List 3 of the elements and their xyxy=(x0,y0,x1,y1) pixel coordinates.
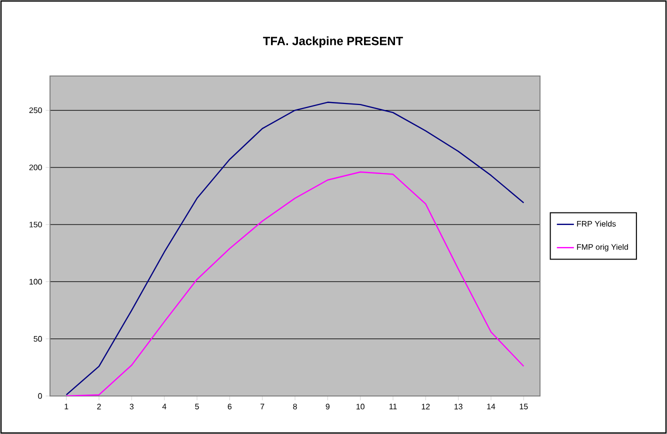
chart-title: TFA. Jackpine PRESENT xyxy=(263,36,403,48)
line-series xyxy=(66,171,524,396)
line-series xyxy=(66,102,524,396)
